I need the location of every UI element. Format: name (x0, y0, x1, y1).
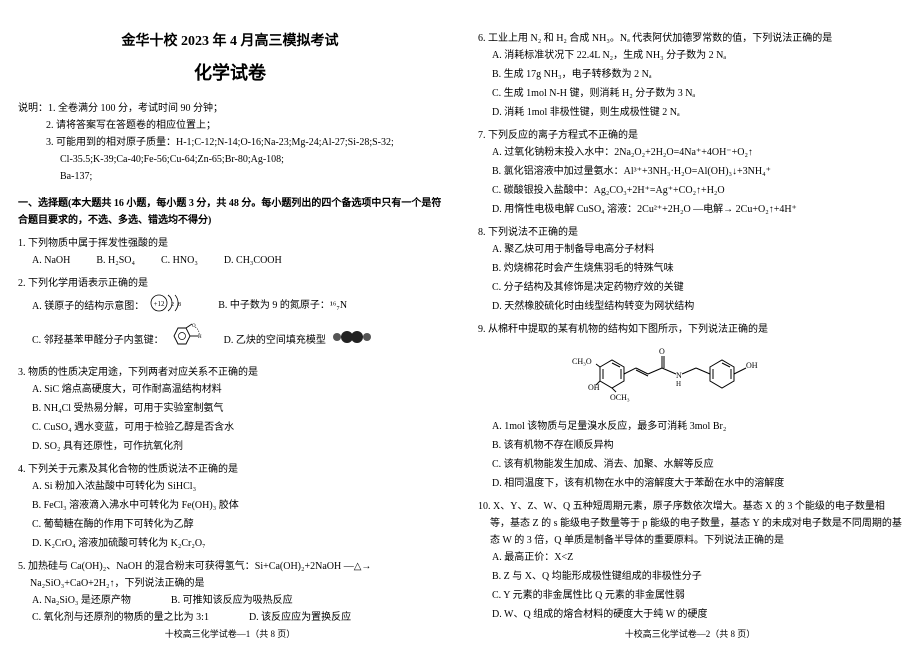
q7-c: C. 碳酸银投入盐酸中：Ag₂CO₃+2H⁺=Ag⁺+CO₂↑+H₂O (492, 182, 902, 199)
q9-d: D. 相同温度下，该有机物在水中的溶解度大于苯酚在水中的溶解度 (492, 475, 902, 492)
q6-a: A. 消耗标准状况下 22.4L N₂，生成 NH₃ 分子数为 2 Nₐ (492, 47, 902, 64)
q4-c: C. 葡萄糖在酶的作用下可转化为乙醇 (32, 516, 442, 533)
q2-d: D. 乙炔的空间填充模型 (224, 332, 326, 349)
q5-a: A. Na₂SiO₃ 是还原产物 (32, 592, 131, 609)
section-1-head: 一、选择题(本大题共 16 小题，每小题 3 分，共 48 分。每小题列出的四个… (18, 195, 442, 229)
q8-d: D. 天然橡胶硫化时由线型结构转变为网状结构 (492, 298, 902, 315)
title-sub: 化学试卷 (18, 58, 442, 89)
svg-text:H: H (676, 380, 681, 388)
question-2: 2. 下列化学用语表示正确的是 A. 镁原子的结构示意图： +12 2 8 (18, 275, 442, 358)
q10-stem: 10. X、Y、Z、W、Q 五种短周期元素，原子序数依次增大。基态 X 的 3 … (478, 498, 902, 549)
mg-atom-diagram-icon: +12 2 8 (148, 292, 188, 320)
footer-left: 十校高三化学试卷—1（共 8 页） (0, 627, 460, 642)
instr-1: 说明：1. 全卷满分 100 分，考试时间 90 分钟； (18, 100, 442, 117)
q7-a: A. 过氧化钠粉末投入水中：2Na₂O₂+2H₂O=4Na⁺+4OH⁻+O₂↑ (492, 144, 902, 161)
q9-c: C. 该有机物能发生加成、消去、加聚、水解等反应 (492, 456, 902, 473)
q4-b: B. FeCl₃ 溶液滴入沸水中可转化为 Fe(OH)₃ 胶体 (32, 497, 442, 514)
q4-d: D. K₂CrO₄ 溶液加硫酸可转化为 K₂Cr₂O₇ (32, 535, 442, 552)
svg-text:OCH₃: OCH₃ (610, 393, 630, 402)
title-main: 金华十校 2023 年 4 月高三模拟考试 (18, 30, 442, 54)
q8-c: C. 分子结构及其修饰是决定药物疗效的关键 (492, 279, 902, 296)
q5-stem: 5. 加热硅与 Ca(OH)₂、NaOH 的混合粉末可获得氢气：Si+Ca(OH… (18, 558, 442, 592)
q7-b: B. 氯化铝溶液中加过量氨水：Al³⁺+3NH₃·H₂O=Al(OH)₃↓+3N… (492, 163, 902, 180)
benzene-hbond-icon: O H (168, 322, 204, 358)
footer-right: 十校高三化学试卷—2（共 8 页） (460, 627, 920, 642)
svg-text:2: 2 (171, 302, 174, 308)
q8-a: A. 聚乙炔可用于制备导电高分子材料 (492, 241, 902, 258)
instr-2: 2. 请将答案写在答题卷的相应位置上； (18, 117, 442, 134)
q8-b: B. 灼烧棉花时会产生烧焦羽毛的特殊气味 (492, 260, 902, 277)
q2-b: B. 中子数为 9 的氮原子：¹⁶₇N (218, 297, 347, 314)
q5-d: D. 该反应应为置换反应 (249, 609, 351, 626)
q1-d: D. CH₃COOH (224, 252, 282, 269)
instr-3c: Ba-137; (18, 168, 442, 185)
q2-a: A. 镁原子的结构示意图： (32, 298, 144, 315)
q6-options: A. 消耗标准状况下 22.4L N₂，生成 NH₃ 分子数为 2 Nₐ B. … (478, 47, 902, 121)
question-3: 3. 物质的性质决定用途，下列两者对应关系不正确的是 A. SiC 熔点高硬度大… (18, 364, 442, 455)
page-right: 6. 工业上用 N₂ 和 H₂ 合成 NH₃。Nₐ 代表阿伏加德罗常数的值，下列… (460, 0, 920, 650)
q3-b: B. NH₄Cl 受热易分解，可用于实验室制氨气 (32, 400, 442, 417)
q10-options: A. 最高正价：X<Z B. Z 与 X、Q 均能形成极性键组成的非极性分子 C… (478, 549, 902, 623)
q8-stem: 8. 下列说法不正确的是 (478, 224, 902, 241)
q6-c: C. 生成 1mol N-H 键，则消耗 H₂ 分子数为 3 Nₐ (492, 85, 902, 102)
instr-3: 3. 可能用到的相对原子质量：H-1;C-12;N-14;O-16;Na-23;… (18, 134, 442, 151)
q3-c: C. CuSO₄ 遇水变蓝，可用于检验乙醇是否含水 (32, 419, 442, 436)
q9-options: A. 1mol 该物质与足量溴水反应，最多可消耗 3mol Br₂ B. 该有机… (478, 418, 902, 492)
q7-options: A. 过氧化钠粉末投入水中：2Na₂O₂+2H₂O=4Na⁺+4OH⁻+O₂↑ … (478, 144, 902, 218)
q4-a: A. Si 粉加入浓盐酸中可转化为 SiHCl₃ (32, 478, 442, 495)
question-1: 1. 下列物质中属于挥发性强酸的是 A. NaOH B. H₂SO₄ C. HN… (18, 235, 442, 269)
q3-d: D. SO₂ 具有还原性，可作抗氧化剂 (32, 438, 442, 455)
q9-a: A. 1mol 该物质与足量溴水反应，最多可消耗 3mol Br₂ (492, 418, 902, 435)
q5-options: A. Na₂SiO₃ 是还原产物 B. 可推知该反应为吸热反应 C. 氧化剂与还… (18, 592, 442, 626)
q10-d: D. W、Q 组成的熔合材料的硬度大于纯 W 的硬度 (492, 606, 902, 623)
q2-c: C. 邻羟基苯甲醛分子内氢键： (32, 332, 164, 349)
instr-3b: Cl-35.5;K-39;Ca-40;Fe-56;Cu-64;Zn-65;Br-… (18, 151, 442, 168)
q6-d: D. 消耗 1mol 非极性键，则生成极性键 2 Nₐ (492, 104, 902, 121)
q10-b: B. Z 与 X、Q 均能形成极性键组成的非极性分子 (492, 568, 902, 585)
question-4: 4. 下列关于元素及其化合物的性质说法不正确的是 A. Si 粉加入浓盐酸中可转… (18, 461, 442, 552)
q8-options: A. 聚乙炔可用于制备导电高分子材料 B. 灼烧棉花时会产生烧焦羽毛的特殊气味 … (478, 241, 902, 315)
q6-stem: 6. 工业上用 N₂ 和 H₂ 合成 NH₃。Nₐ 代表阿伏加德罗常数的值，下列… (478, 30, 902, 47)
page-left: 金华十校 2023 年 4 月高三模拟考试 化学试卷 说明：1. 全卷满分 10… (0, 0, 460, 650)
q1-b: B. H₂SO₄ (96, 252, 135, 269)
svg-text:8: 8 (178, 302, 181, 308)
question-6: 6. 工业上用 N₂ 和 H₂ 合成 NH₃。Nₐ 代表阿伏加德罗常数的值，下列… (478, 30, 902, 121)
svg-text:O: O (659, 347, 665, 356)
question-5: 5. 加热硅与 Ca(OH)₂、NaOH 的混合粉末可获得氢气：Si+Ca(OH… (18, 558, 442, 626)
q10-c: C. Y 元素的非金属性比 Q 元素的非金属性弱 (492, 587, 902, 604)
svg-text:OH: OH (746, 361, 758, 370)
q3-options: A. SiC 熔点高硬度大，可作耐高温结构材料 B. NH₄Cl 受热易分解，可… (18, 381, 442, 455)
q5-b: B. 可推知该反应为吸热反应 (171, 592, 293, 609)
question-9: 9. 从棉秆中提取的某有机物的结构如下图所示，下列说法正确的是 CH₃O OCH… (478, 321, 902, 492)
instructions: 说明：1. 全卷满分 100 分，考试时间 90 分钟； 2. 请将答案写在答题… (18, 100, 442, 185)
q3-a: A. SiC 熔点高硬度大，可作耐高温结构材料 (32, 381, 442, 398)
svg-text:N: N (676, 371, 682, 380)
q7-stem: 7. 下列反应的离子方程式不正确的是 (478, 127, 902, 144)
q3-stem: 3. 物质的性质决定用途，下列两者对应关系不正确的是 (18, 364, 442, 381)
q9-b: B. 该有机物不存在顺反异构 (492, 437, 902, 454)
q1-stem: 1. 下列物质中属于挥发性强酸的是 (18, 235, 442, 252)
q1-c: C. HNO₃ (161, 252, 198, 269)
svg-text:OH: OH (588, 383, 600, 392)
svg-text:+12: +12 (154, 300, 165, 308)
q1-options: A. NaOH B. H₂SO₄ C. HNO₃ D. CH₃COOH (18, 252, 442, 269)
svg-text:H: H (198, 335, 202, 340)
q7-d: D. 用惰性电极电解 CuSO₄ 溶液：2Cu²⁺+2H₂O —电解→ 2Cu+… (492, 201, 902, 218)
q6-b: B. 生成 17g NH₃，电子转移数为 2 Nₐ (492, 66, 902, 83)
q2-stem: 2. 下列化学用语表示正确的是 (18, 275, 442, 292)
question-8: 8. 下列说法不正确的是 A. 聚乙炔可用于制备导电高分子材料 B. 灼烧棉花时… (478, 224, 902, 315)
question-7: 7. 下列反应的离子方程式不正确的是 A. 过氧化钠粉末投入水中：2Na₂O₂+… (478, 127, 902, 218)
svg-text:CH₃O: CH₃O (572, 357, 592, 366)
q2-options: A. 镁原子的结构示意图： +12 2 8 B. 中子数为 9 的氮原子：¹⁶₇… (18, 292, 442, 358)
acetylene-model-icon (330, 328, 374, 352)
q5-c: C. 氧化剂与还原剂的物质的量之比为 3:1 (32, 609, 209, 626)
q9-stem: 9. 从棉秆中提取的某有机物的结构如下图所示，下列说法正确的是 (478, 321, 902, 338)
molecule-structure-icon: CH₃O OCH₃ OH O N H (570, 342, 810, 412)
q10-a: A. 最高正价：X<Z (492, 549, 902, 566)
q4-options: A. Si 粉加入浓盐酸中可转化为 SiHCl₃ B. FeCl₃ 溶液滴入沸水… (18, 478, 442, 552)
q4-stem: 4. 下列关于元素及其化合物的性质说法不正确的是 (18, 461, 442, 478)
question-10: 10. X、Y、Z、W、Q 五种短周期元素，原子序数依次增大。基态 X 的 3 … (478, 498, 902, 623)
q1-a: A. NaOH (32, 252, 70, 269)
svg-text:O: O (192, 324, 196, 329)
